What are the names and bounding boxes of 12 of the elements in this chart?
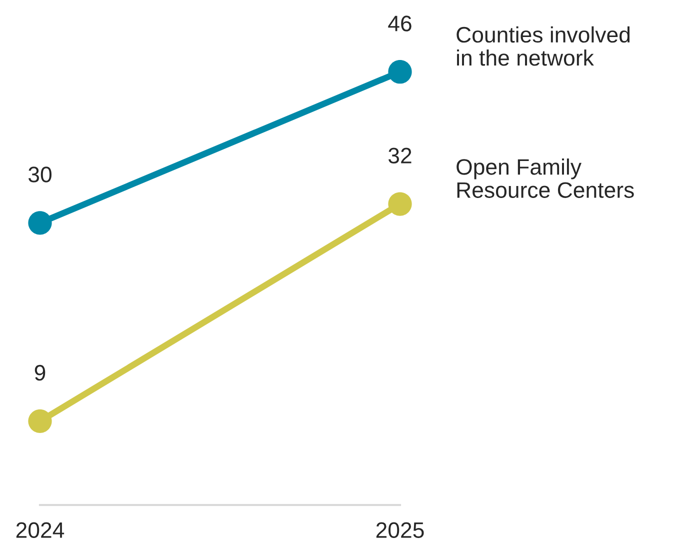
point [388, 192, 412, 216]
text: Counties involved in the network [456, 26, 630, 66]
data-label: 46 [388, 16, 412, 32]
point [28, 409, 52, 433]
data-label: 30 [28, 166, 52, 182]
point [388, 60, 412, 84]
text: Open Family Resource Centers [456, 158, 634, 198]
data-label: 32 [388, 148, 412, 164]
x-tick-label: 2025 [376, 522, 424, 538]
point [28, 211, 52, 235]
data-label: 9 [34, 364, 46, 381]
x-tick-label: 2024 [16, 522, 64, 538]
